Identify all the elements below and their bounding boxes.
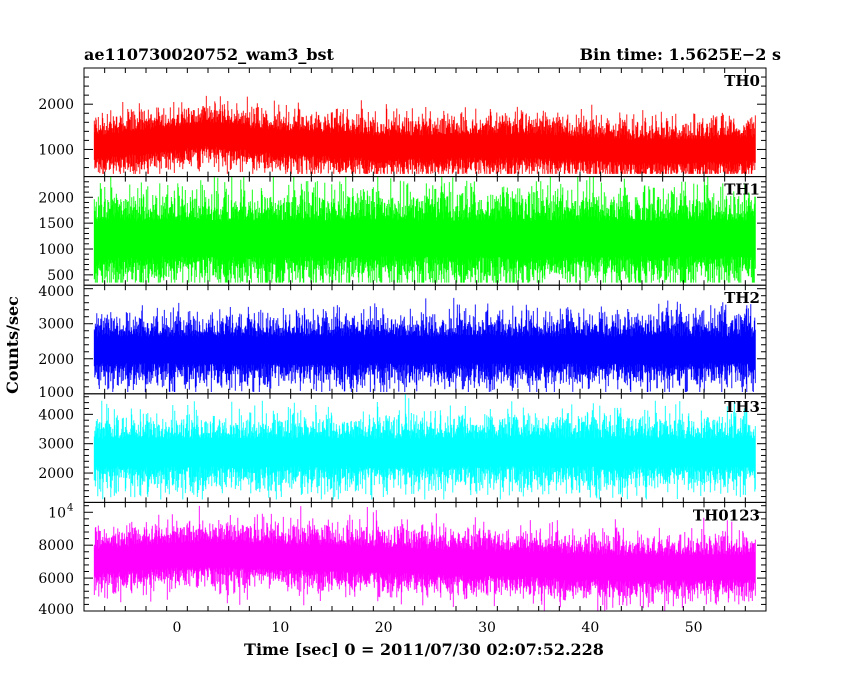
y-tick-label: 8000 <box>38 538 74 554</box>
panel-label: TH1 <box>724 181 760 199</box>
y-tick-label: 1500 <box>38 216 74 232</box>
y-tick-label: 3000 <box>38 317 74 333</box>
y-tick-label: 4000 <box>38 284 74 300</box>
panel-frame <box>83 501 767 612</box>
series-th0123 <box>93 505 756 611</box>
y-tick-label: 1000 <box>38 242 74 258</box>
panel-th1: 500 1000 1500 2000 TH1 <box>38 176 767 286</box>
x-tick-label: 10 <box>271 620 289 636</box>
panel-th2: 1000 2000 3000 4000 TH2 <box>38 284 767 401</box>
panel-th0: 1000 2000 TH0 <box>38 67 767 178</box>
y-tick-label: 500 <box>47 268 74 284</box>
series-th1 <box>93 176 756 283</box>
y-tick-label: 2000 <box>38 466 74 482</box>
series-th3 <box>93 393 756 500</box>
x-tick-label: 20 <box>375 620 393 636</box>
x-tick-label: 0 <box>173 620 182 636</box>
panel-th0123: 4000 6000 8000 10 4 TH0123 <box>38 501 767 618</box>
x-axis-label: Time [sec] 0 = 2011/07/30 02:07:52.228 <box>244 640 604 659</box>
y-tick-label: 4000 <box>38 602 74 618</box>
y-tick-label: 2000 <box>38 97 74 113</box>
panel-label: TH0123 <box>693 506 760 524</box>
panel-th3: 2000 3000 4000 TH3 <box>38 393 767 503</box>
y-tick-label: 10 <box>48 505 66 521</box>
panel-label: TH0 <box>724 72 760 90</box>
y-axis-label: Counts/sec <box>3 296 22 394</box>
bin-time-label: Bin time: 1.5625E−2 s <box>580 45 781 64</box>
y-tick-label: 2000 <box>38 190 74 206</box>
x-tick-label: 40 <box>581 620 599 636</box>
y-tick-label-exponent: 4 <box>67 502 73 513</box>
panel-label: TH2 <box>724 289 760 307</box>
series-th2 <box>93 297 756 392</box>
chart-title: ae110730020752_wam3_bst <box>84 45 335 64</box>
x-tick-label: 50 <box>685 620 703 636</box>
y-tick-label: 2000 <box>38 352 74 368</box>
y-tick-label: 1000 <box>38 385 74 401</box>
x-tick-label: 30 <box>478 620 496 636</box>
y-tick-label: 3000 <box>38 437 74 453</box>
series-th0 <box>93 95 756 174</box>
panel-label: TH3 <box>724 398 760 416</box>
y-tick-label: 1000 <box>38 142 74 158</box>
y-tick-label: 4000 <box>38 407 74 423</box>
y-tick-label: 6000 <box>38 571 74 587</box>
